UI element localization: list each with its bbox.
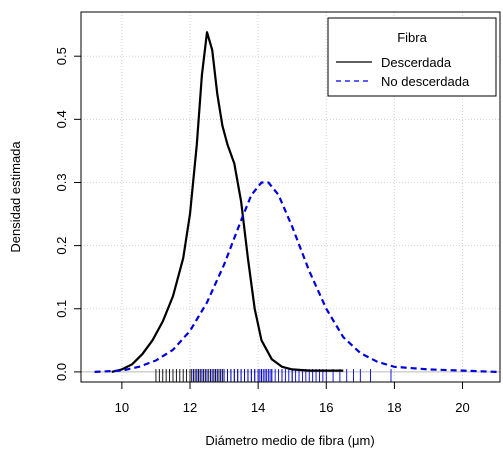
grid-lines [81,12,500,382]
legend-box [327,17,497,97]
x-tick-label: 10 [115,400,129,415]
y-tick-label: 0.4 [54,110,69,128]
legend-entry-descerdada: Descerdada [381,55,452,70]
series-line [94,181,497,373]
legend-title: Fibra [397,30,427,45]
x-axis-label: Diámetro medio de fibra (μm) [205,433,374,448]
y-axis-label: Densidad estimada [8,141,23,253]
y-axis: 0.0 0.1 0.2 0.3 0.4 0.5 [54,47,81,381]
y-tick-label: 0.0 [54,363,69,381]
x-tick-label: 16 [319,400,333,415]
y-tick-label: 0.1 [54,300,69,318]
rug-marks [155,369,392,382]
plot-frame [80,11,501,383]
x-tick-label: 12 [183,400,197,415]
x-axis: 10 12 14 16 18 20 [115,382,470,415]
x-tick-label: 20 [455,400,469,415]
x-tick-label: 18 [387,400,401,415]
y-tick-label: 0.5 [54,47,69,65]
series-line [111,31,344,373]
legend: Fibra Descerdada No descerdada [327,17,497,97]
x-tick-label: 14 [251,400,265,415]
legend-entry-no-descerdada: No descerdada [381,74,470,89]
y-tick-label: 0.3 [54,173,69,191]
series-lines [94,31,497,373]
y-tick-label: 0.2 [54,237,69,255]
